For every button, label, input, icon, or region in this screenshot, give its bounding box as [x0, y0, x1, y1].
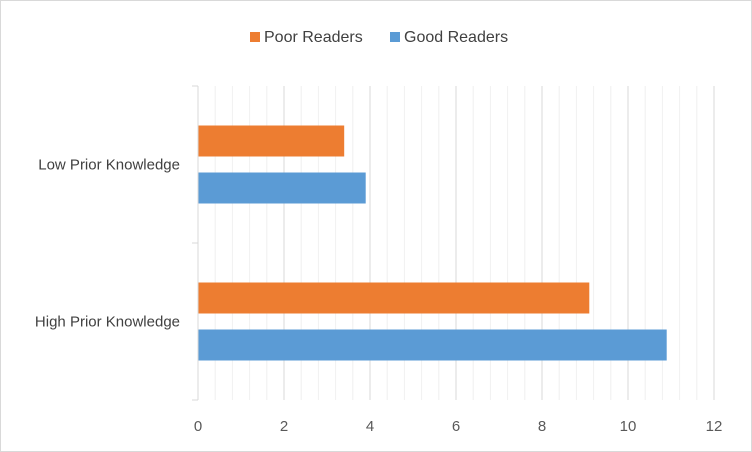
x-tick-label: 8 — [538, 418, 546, 435]
legend-swatch — [250, 32, 260, 42]
bar-poor-readers-0 — [198, 125, 345, 157]
x-tick-label: 0 — [194, 418, 202, 435]
bars — [198, 125, 667, 361]
x-tick-label: 10 — [620, 418, 637, 435]
legend-label: Good Readers — [404, 29, 508, 46]
x-tick-label: 4 — [366, 418, 374, 435]
legend-label: Poor Readers — [264, 29, 363, 46]
x-tick-label: 6 — [452, 418, 460, 435]
axes: Low Prior Knowledge High Prior Knowledge 0… — [35, 85, 723, 435]
category-label: High Prior Knowledge — [35, 314, 180, 331]
bar-good-readers-1 — [198, 329, 667, 361]
x-tick-label: 12 — [706, 418, 723, 435]
category-label: Low Prior Knowledge — [38, 157, 180, 174]
bar-poor-readers-1 — [198, 282, 590, 314]
legend: Poor Readers Good Readers — [250, 29, 508, 46]
x-tick-label: 2 — [280, 418, 288, 435]
legend-swatch — [390, 32, 400, 42]
bar-good-readers-0 — [198, 172, 366, 204]
